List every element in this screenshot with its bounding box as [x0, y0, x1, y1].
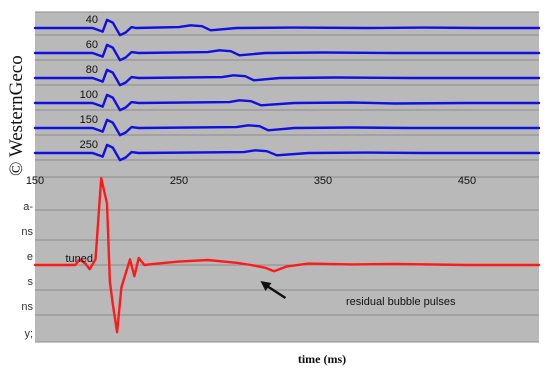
series-line-150 [33, 118, 541, 137]
x-tick-label-450: 450 [458, 175, 476, 187]
annotation-arrow-head [260, 281, 272, 291]
series-label-250: 250 [80, 139, 98, 151]
x-tick-label-350: 350 [314, 175, 332, 187]
annotation-layer: residual bubble pulses [260, 281, 456, 308]
series-label-100: 100 [80, 89, 98, 101]
series-line-40 [33, 18, 541, 37]
x-tick-label-150: 150 [26, 175, 44, 187]
series-line-tuned [33, 176, 541, 334]
series-line-60 [33, 43, 541, 62]
series-line-100 [33, 93, 541, 112]
series-label-60: 60 [86, 39, 98, 51]
watermark: © WesternGeco [6, 55, 27, 176]
x-tick-layer: 150 250 350 450 [26, 175, 476, 187]
side-text-fragment-3: s [28, 276, 34, 288]
side-text-fragment-0: a- [23, 201, 33, 213]
individual-traces-panel [35, 12, 539, 177]
side-text-fragment-5: y; [24, 328, 33, 340]
side-text-fragment-2: e [27, 251, 33, 263]
side-text-fragments: a-ns e s ns y; [21, 201, 33, 340]
series-label-layer: 40 60 80 100 150 250 tuned [65, 14, 98, 265]
side-text-fragment-4: ns [21, 301, 33, 313]
series-line-250 [33, 143, 541, 162]
x-tick-label-250: 250 [170, 175, 188, 187]
annotation-arrow-shaft [264, 283, 287, 300]
series-label-80: 80 [86, 64, 98, 76]
side-text-fragment-1: ns [21, 226, 33, 238]
series-label-tuned: tuned [65, 253, 93, 265]
series-line-80 [33, 68, 541, 87]
tuned-trace-panel [35, 177, 539, 342]
series-label-150: 150 [80, 114, 98, 126]
annotation-residual-bubble-pulses: residual bubble pulses [346, 296, 456, 308]
x-axis-label: time (ms) [298, 352, 346, 366]
series-label-40: 40 [86, 14, 98, 26]
series-layer [33, 18, 541, 334]
